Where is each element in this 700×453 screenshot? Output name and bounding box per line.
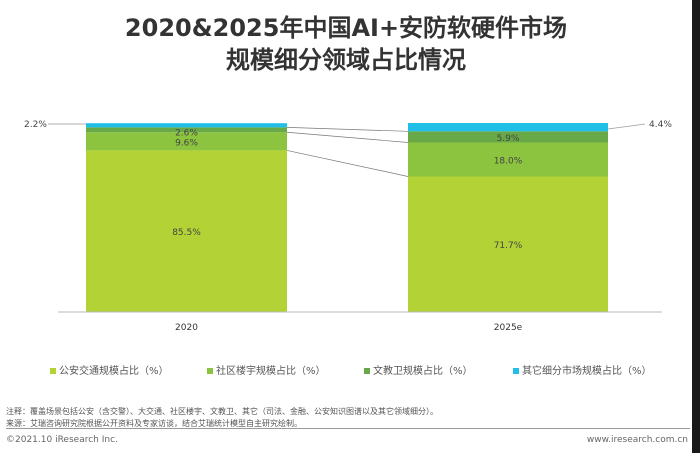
legend-item: 文教卫规模占比（%） — [364, 362, 473, 377]
data-label: 18.0% — [494, 156, 523, 166]
legend-label: 其它细分市场规模占比（%） — [522, 366, 652, 377]
callout-line — [607, 123, 646, 130]
data-label: 71.7% — [494, 241, 523, 251]
x-tick-label: 2025e — [494, 323, 523, 333]
connector-line — [286, 150, 409, 177]
bar-segment — [408, 176, 608, 312]
data-label: 9.6% — [175, 138, 198, 148]
data-label: 85.5% — [172, 228, 201, 238]
source-text: 来源：艾瑞咨询研究院根据公开资料及专家访谈，结合艾瑞统计模型自主研究绘制。 — [6, 419, 302, 428]
note-text: 注释：覆盖场景包括公安（含交警）、大交通、社区楼宇、文教卫、其它（司法、金融、公… — [6, 407, 438, 416]
footer-divider — [6, 428, 690, 429]
chart-title-line1: 2020&2025年中国AI+安防软硬件市场 — [124, 14, 568, 42]
data-label: 2.2% — [24, 120, 47, 130]
bar-segment — [408, 131, 608, 143]
legend-swatch — [207, 368, 213, 374]
right-border — [692, 0, 700, 453]
bar-segment — [86, 123, 287, 128]
chart-title-line2: 规模细分领域占比情况 — [226, 46, 466, 74]
legend-swatch — [513, 368, 519, 374]
x-tick-label: 2020 — [175, 323, 198, 333]
bar-segment — [408, 123, 608, 132]
data-label: 4.4% — [649, 120, 672, 130]
copyright: ©2021.10 iResearch Inc. — [6, 435, 118, 445]
website: www.iresearch.com.cn — [586, 435, 688, 445]
legend-label: 文教卫规模占比（%） — [373, 366, 473, 377]
data-label: 5.9% — [497, 134, 520, 144]
bar-segment — [408, 142, 608, 177]
legend-label: 社区楼宇规模占比（%） — [216, 366, 326, 377]
bar-segment — [86, 132, 287, 151]
legend-swatch — [364, 368, 370, 374]
legend-swatch — [50, 368, 56, 374]
bar-segment — [86, 150, 287, 312]
legend-label: 公安交通规模占比（%） — [59, 366, 169, 377]
stacked-bar-chart: 85.5% 9.6%2.6% 2020 71.7% 18.0% 5.9% 2025e 2.2%… — [24, 120, 672, 333]
data-label: 2.6% — [175, 128, 198, 138]
bar-segment — [86, 127, 287, 133]
connector-line — [286, 126, 409, 132]
connector-line — [286, 131, 409, 143]
legend-item: 社区楼宇规模占比（%） — [207, 362, 326, 377]
legend-item: 公安交通规模占比（%） — [50, 362, 169, 377]
legend-item: 其它细分市场规模占比（%） — [513, 362, 652, 377]
